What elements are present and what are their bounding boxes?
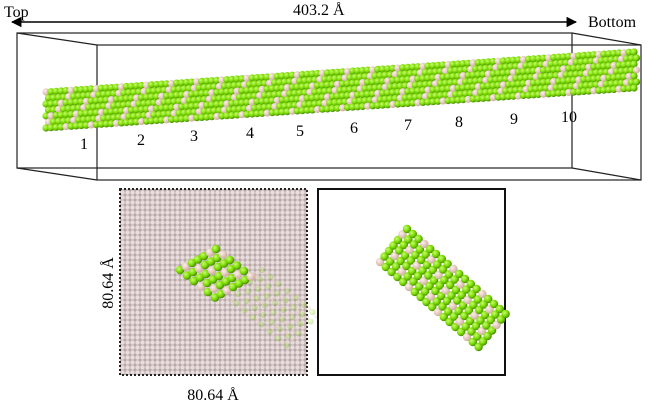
atom bbox=[501, 310, 509, 318]
figure: Top Bottom 403.2 Å 1 2 3 4 5 6 7 8 9 10 80.64 Å 8… bbox=[0, 0, 663, 408]
side-x-label: 80.64 Å bbox=[187, 386, 239, 404]
side-y-label: 80.64 Å bbox=[99, 257, 117, 309]
atom bbox=[296, 331, 302, 337]
atom bbox=[219, 250, 228, 259]
length-label: 403.2 Å bbox=[293, 1, 345, 19]
atom bbox=[308, 319, 314, 325]
atom bbox=[233, 261, 242, 270]
segment-label: 10 bbox=[561, 109, 577, 126]
segment-label: 7 bbox=[404, 117, 412, 134]
segment-label: 4 bbox=[246, 125, 254, 142]
segment-label: 3 bbox=[190, 128, 198, 145]
nanorod bbox=[42, 48, 640, 131]
segment-label: 8 bbox=[455, 114, 463, 131]
segment-label: 1 bbox=[80, 136, 88, 153]
segment-label: 5 bbox=[296, 123, 304, 140]
atom bbox=[290, 337, 296, 343]
bottom-label: Bottom bbox=[588, 14, 637, 31]
segment-label: 2 bbox=[137, 132, 145, 149]
atom bbox=[240, 267, 249, 276]
atom bbox=[212, 245, 221, 254]
segment-label: 9 bbox=[510, 111, 518, 128]
atom bbox=[630, 84, 637, 91]
atom bbox=[247, 272, 256, 281]
segment-label: 6 bbox=[350, 120, 358, 137]
top-label: Top bbox=[4, 4, 29, 21]
atom bbox=[302, 325, 308, 331]
atom bbox=[226, 256, 235, 265]
atom bbox=[284, 343, 290, 349]
